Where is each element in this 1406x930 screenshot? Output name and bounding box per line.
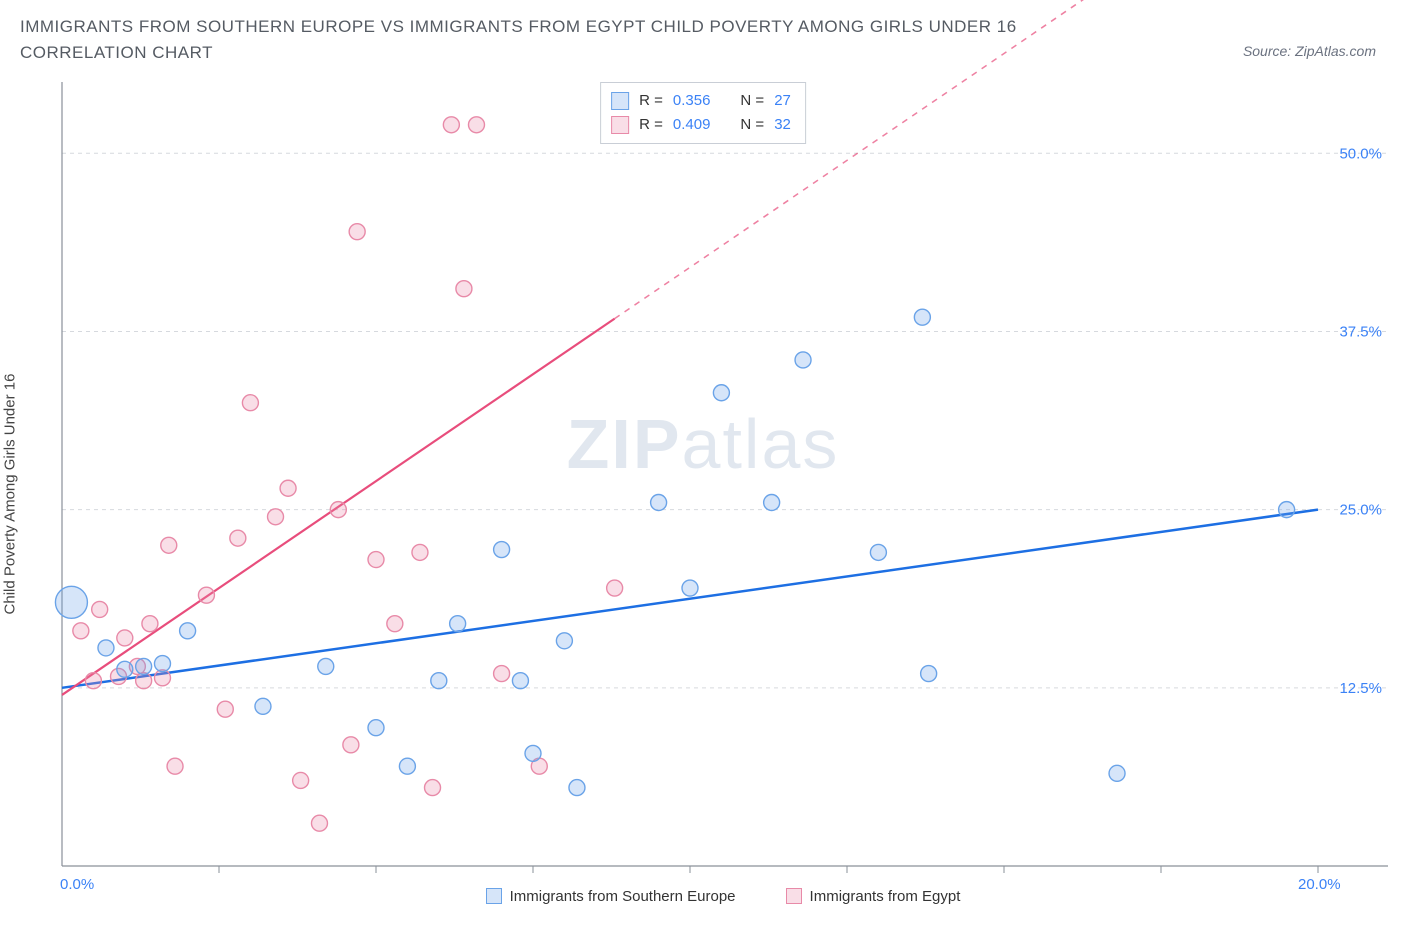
svg-text:50.0%: 50.0% bbox=[1339, 145, 1382, 162]
stat-n-value-0: 27 bbox=[774, 89, 791, 113]
stat-n-label-0: N = bbox=[740, 89, 764, 113]
stat-row-1: R = 0.409 N = 32 bbox=[611, 113, 791, 137]
scatter-plot: 12.5% 25.0% 37.5% 50.0% bbox=[58, 78, 1388, 870]
source-label: Source: ZipAtlas.com bbox=[1243, 43, 1386, 65]
stat-n-value-1: 32 bbox=[774, 113, 791, 137]
stat-n-label-1: N = bbox=[740, 113, 764, 137]
legend-swatch-series-0 bbox=[486, 888, 502, 904]
stat-r-label-1: R = bbox=[639, 113, 663, 137]
correlation-legend: R = 0.356 N = 27 R = 0.409 N = 32 bbox=[600, 82, 806, 144]
legend-swatch-series-1 bbox=[786, 888, 802, 904]
legend-item-1: Immigrants from Egypt bbox=[786, 888, 961, 905]
stat-r-value-1: 0.409 bbox=[673, 113, 711, 137]
legend-item-0: Immigrants from Southern Europe bbox=[486, 888, 736, 905]
stat-r-label-0: R = bbox=[639, 89, 663, 113]
svg-text:12.5%: 12.5% bbox=[1339, 680, 1382, 697]
legend-swatch-0 bbox=[611, 92, 629, 110]
legend-swatch-1 bbox=[611, 116, 629, 134]
stat-r-value-0: 0.356 bbox=[673, 89, 711, 113]
svg-text:25.0%: 25.0% bbox=[1339, 502, 1382, 519]
y-axis-label: Child Poverty Among Girls Under 16 bbox=[2, 374, 19, 615]
series-legend: Immigrants from Southern Europe Immigran… bbox=[58, 882, 1388, 910]
stat-row-0: R = 0.356 N = 27 bbox=[611, 89, 791, 113]
chart-title: IMMIGRANTS FROM SOUTHERN EUROPE VS IMMIG… bbox=[20, 14, 1120, 65]
legend-label-0: Immigrants from Southern Europe bbox=[510, 888, 736, 905]
chart-area: Child Poverty Among Girls Under 16 12.5%… bbox=[18, 78, 1388, 910]
svg-text:37.5%: 37.5% bbox=[1339, 323, 1382, 340]
legend-label-1: Immigrants from Egypt bbox=[810, 888, 961, 905]
chart-header: IMMIGRANTS FROM SOUTHERN EUROPE VS IMMIG… bbox=[0, 0, 1406, 65]
